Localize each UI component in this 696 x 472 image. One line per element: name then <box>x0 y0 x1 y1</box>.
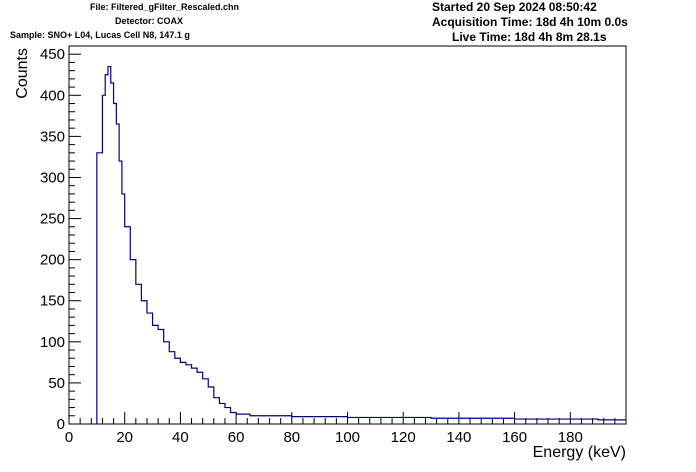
axes: 0 20 40 60 80 100 120 140 160 180 0 50 100 150 200 250 3… <box>40 45 627 446</box>
x-tick-label: 100 <box>335 429 360 446</box>
spectrum-series <box>96 65 626 424</box>
y-tick-label: 0 <box>57 416 65 433</box>
y-tick-label: 100 <box>40 334 65 351</box>
header-acquisition-time: Acquisition Time: 18d 4h 10m 0.0s <box>432 15 628 29</box>
header-sample: Sample: SNO+ L04, Lucas Cell N8, 147.1 g <box>10 30 190 40</box>
y-axis-label: Counts <box>14 48 31 99</box>
y-tick-label: 400 <box>40 87 65 104</box>
header-file: File: Filtered_gFilter_Rescaled.chn <box>90 2 240 12</box>
x-tick-label: 0 <box>65 429 73 446</box>
header-started: Started 20 Sep 2024 08:50:42 <box>432 0 597 14</box>
y-tick-label: 350 <box>40 128 65 145</box>
series-group <box>96 65 626 424</box>
x-tick-label: 120 <box>391 429 416 446</box>
x-tick-label: 60 <box>228 429 245 446</box>
x-tick-label: 80 <box>283 429 300 446</box>
x-tick-label: 140 <box>446 429 471 446</box>
plot-frame <box>68 45 627 425</box>
header-detector: Detector: COAX <box>115 16 184 26</box>
y-tick-label: 250 <box>40 211 65 228</box>
header-live-time: Live Time: 18d 4h 8m 28.1s <box>452 30 607 44</box>
y-tick-label: 300 <box>40 169 65 186</box>
y-tick-label: 200 <box>40 252 65 269</box>
x-tick-label: 40 <box>172 429 189 446</box>
y-tick-label: 150 <box>40 293 65 310</box>
x-axis-label: Energy (keV) <box>533 444 626 461</box>
x-tick-label: 20 <box>116 429 133 446</box>
x-tick-label: 160 <box>502 429 527 446</box>
y-tick-label: 450 <box>40 46 65 63</box>
y-tick-label: 50 <box>48 375 65 392</box>
x-tick-label: 180 <box>558 429 583 446</box>
